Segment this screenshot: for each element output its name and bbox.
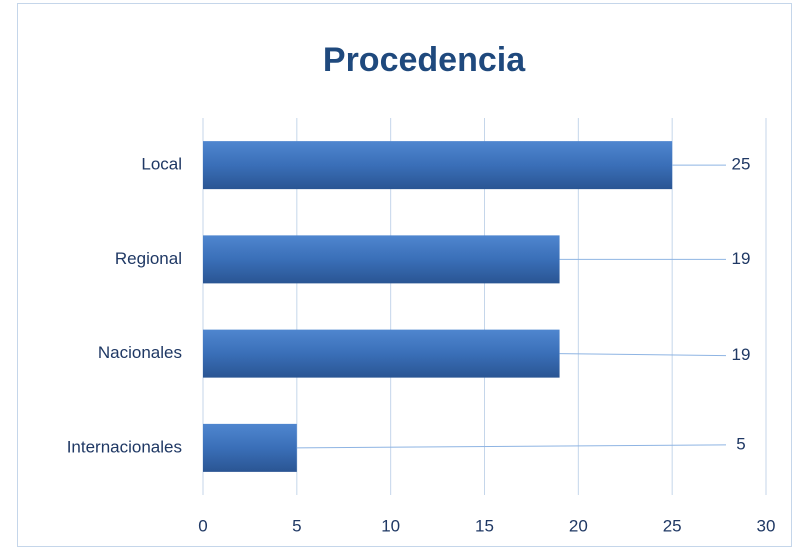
x-tick-label: 25 <box>663 516 682 535</box>
chart-title: Procedencia <box>323 41 526 79</box>
bar <box>203 329 560 378</box>
data-label: 25 <box>732 155 751 174</box>
x-tick-label: 15 <box>475 516 494 535</box>
y-tick-label: Regional <box>115 249 182 268</box>
x-tick-label: 5 <box>292 516 301 535</box>
bar <box>203 235 560 284</box>
bar <box>203 423 297 472</box>
bar <box>203 141 673 190</box>
x-tick-label: 30 <box>757 516 776 535</box>
x-tick-label: 10 <box>381 516 400 535</box>
leader-line <box>296 444 727 449</box>
y-tick-label: Nacionales <box>98 343 182 362</box>
y-tick-label: Local <box>141 155 182 174</box>
data-label: 19 <box>732 345 751 364</box>
y-tick-label: Internacionales <box>67 437 182 456</box>
data-label: 19 <box>732 249 751 268</box>
leader-line <box>559 353 727 357</box>
data-label: 5 <box>736 434 745 453</box>
x-tick-label: 20 <box>569 516 588 535</box>
x-tick-label: 0 <box>198 516 207 535</box>
